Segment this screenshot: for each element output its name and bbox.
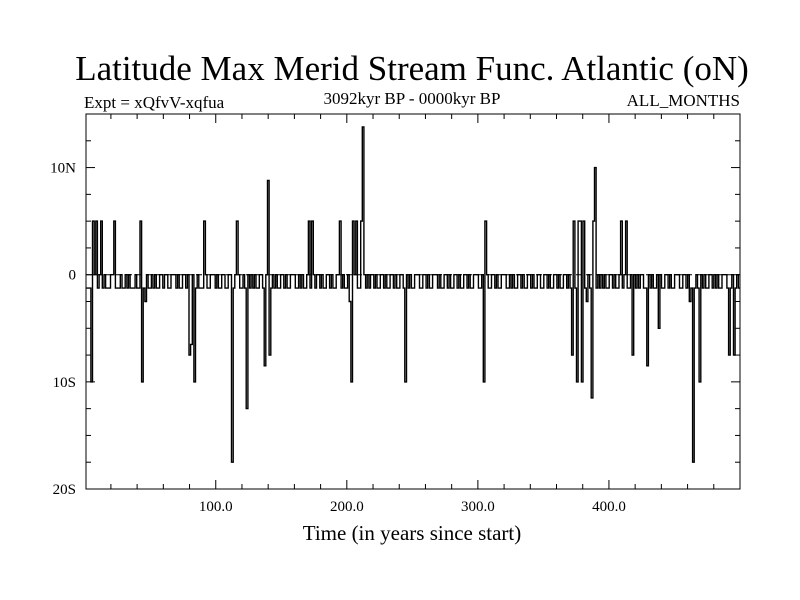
x-tick-label: 200.0	[330, 499, 364, 515]
x-axis-label: Time (in years since start)	[303, 521, 522, 545]
x-tick-label: 300.0	[461, 499, 495, 515]
months-label: ALL_MONTHS	[627, 91, 740, 110]
x-tick-label: 100.0	[199, 499, 233, 515]
y-tick-label: 10N	[50, 161, 76, 177]
y-tick-label: 20S	[53, 482, 76, 498]
chart-title: Latitude Max Merid Stream Func. Atlantic…	[75, 49, 749, 88]
plot-frame	[85, 113, 741, 490]
x-tick-label: 400.0	[592, 499, 626, 515]
y-tick-label: 10S	[53, 375, 76, 391]
series-line-0	[86, 126, 740, 463]
time-range-label: 3092kyr BP - 0000kyr BP	[324, 89, 501, 108]
y-tick-label: 0	[69, 268, 77, 284]
experiment-label: Expt = xQfvV-xqfua	[84, 93, 225, 112]
plot-area: 10N 0 10S 20S 100.0 200.0 300.0 400.0	[50, 113, 741, 515]
